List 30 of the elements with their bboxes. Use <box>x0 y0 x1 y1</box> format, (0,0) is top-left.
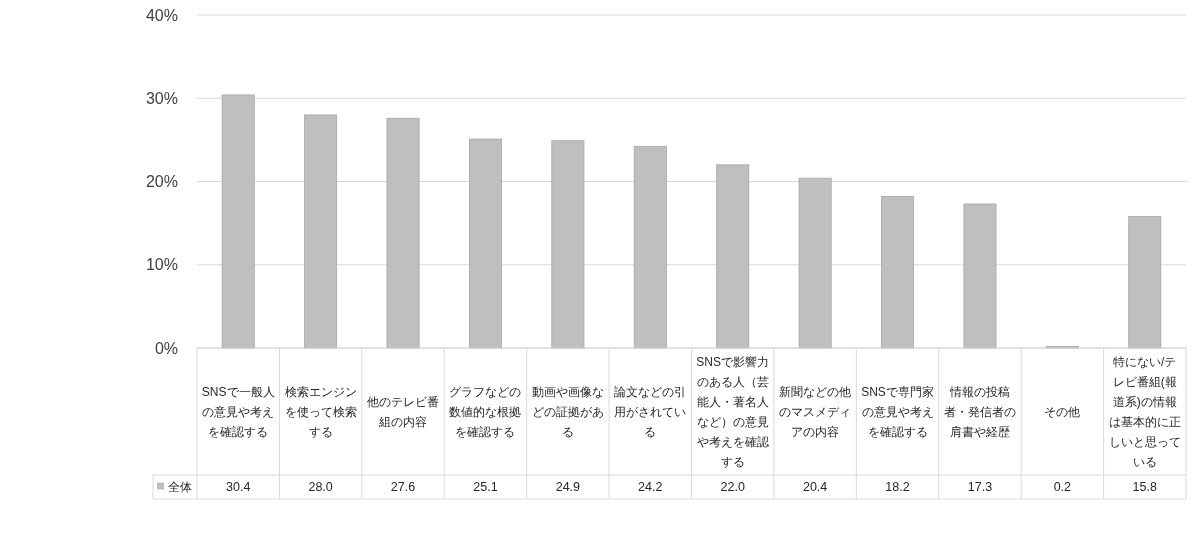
data-label: 20.4 <box>802 480 828 494</box>
data-label: 25.1 <box>473 480 498 494</box>
x-tick-label: 動画や画像などの証拠がある <box>531 384 604 439</box>
data-label: 17.3 <box>967 480 993 494</box>
x-tick-label: 検索エンジンを使って検索する <box>284 384 357 439</box>
x-tick-label: SNSで専門家の意見や考えを確認する <box>861 384 934 439</box>
x-tick-label: 情報の投稿者・発信者の肩書や経歴 <box>943 384 1016 439</box>
x-tick-label: 特にない/テレビ番組(報道系)の情報は基本的に正しいと思っている <box>1108 354 1181 469</box>
data-label: 0.2 <box>1053 480 1072 494</box>
data-label: 28.0 <box>308 480 333 494</box>
data-label: 27.6 <box>390 480 416 494</box>
x-tick-label: 他のテレビ番組の内容 <box>367 394 440 429</box>
y-tick-label: 0% <box>154 339 178 357</box>
data-label: 22.0 <box>720 480 745 494</box>
legend-label: 全体 <box>168 480 192 494</box>
x-tick-label: 新聞などの他のマスメディアの内容 <box>779 384 852 439</box>
x-tick-label: グラフなどの数値的な根拠を確認する <box>449 384 522 439</box>
y-tick-label: 20% <box>145 173 178 190</box>
data-label: 30.4 <box>226 480 251 494</box>
y-tick-label: 10% <box>145 256 178 274</box>
data-label: 24.2 <box>638 480 663 494</box>
x-tick-label: その他 <box>1044 404 1081 419</box>
x-tick-label: SNSで影響力のある人（芸能人・著名人など）の意見や考えを確認する <box>696 354 770 469</box>
x-tick-label: 論文などの引用がされている <box>614 384 687 439</box>
data-label: 15.8 <box>1132 480 1157 494</box>
y-tick-label: 30% <box>145 89 178 107</box>
x-tick-label: SNSで一般人の意見や考えを確認する <box>201 384 275 439</box>
data-label: 24.9 <box>555 480 581 494</box>
y-tick-label: 40% <box>145 6 178 24</box>
data-label: 18.2 <box>885 480 910 494</box>
